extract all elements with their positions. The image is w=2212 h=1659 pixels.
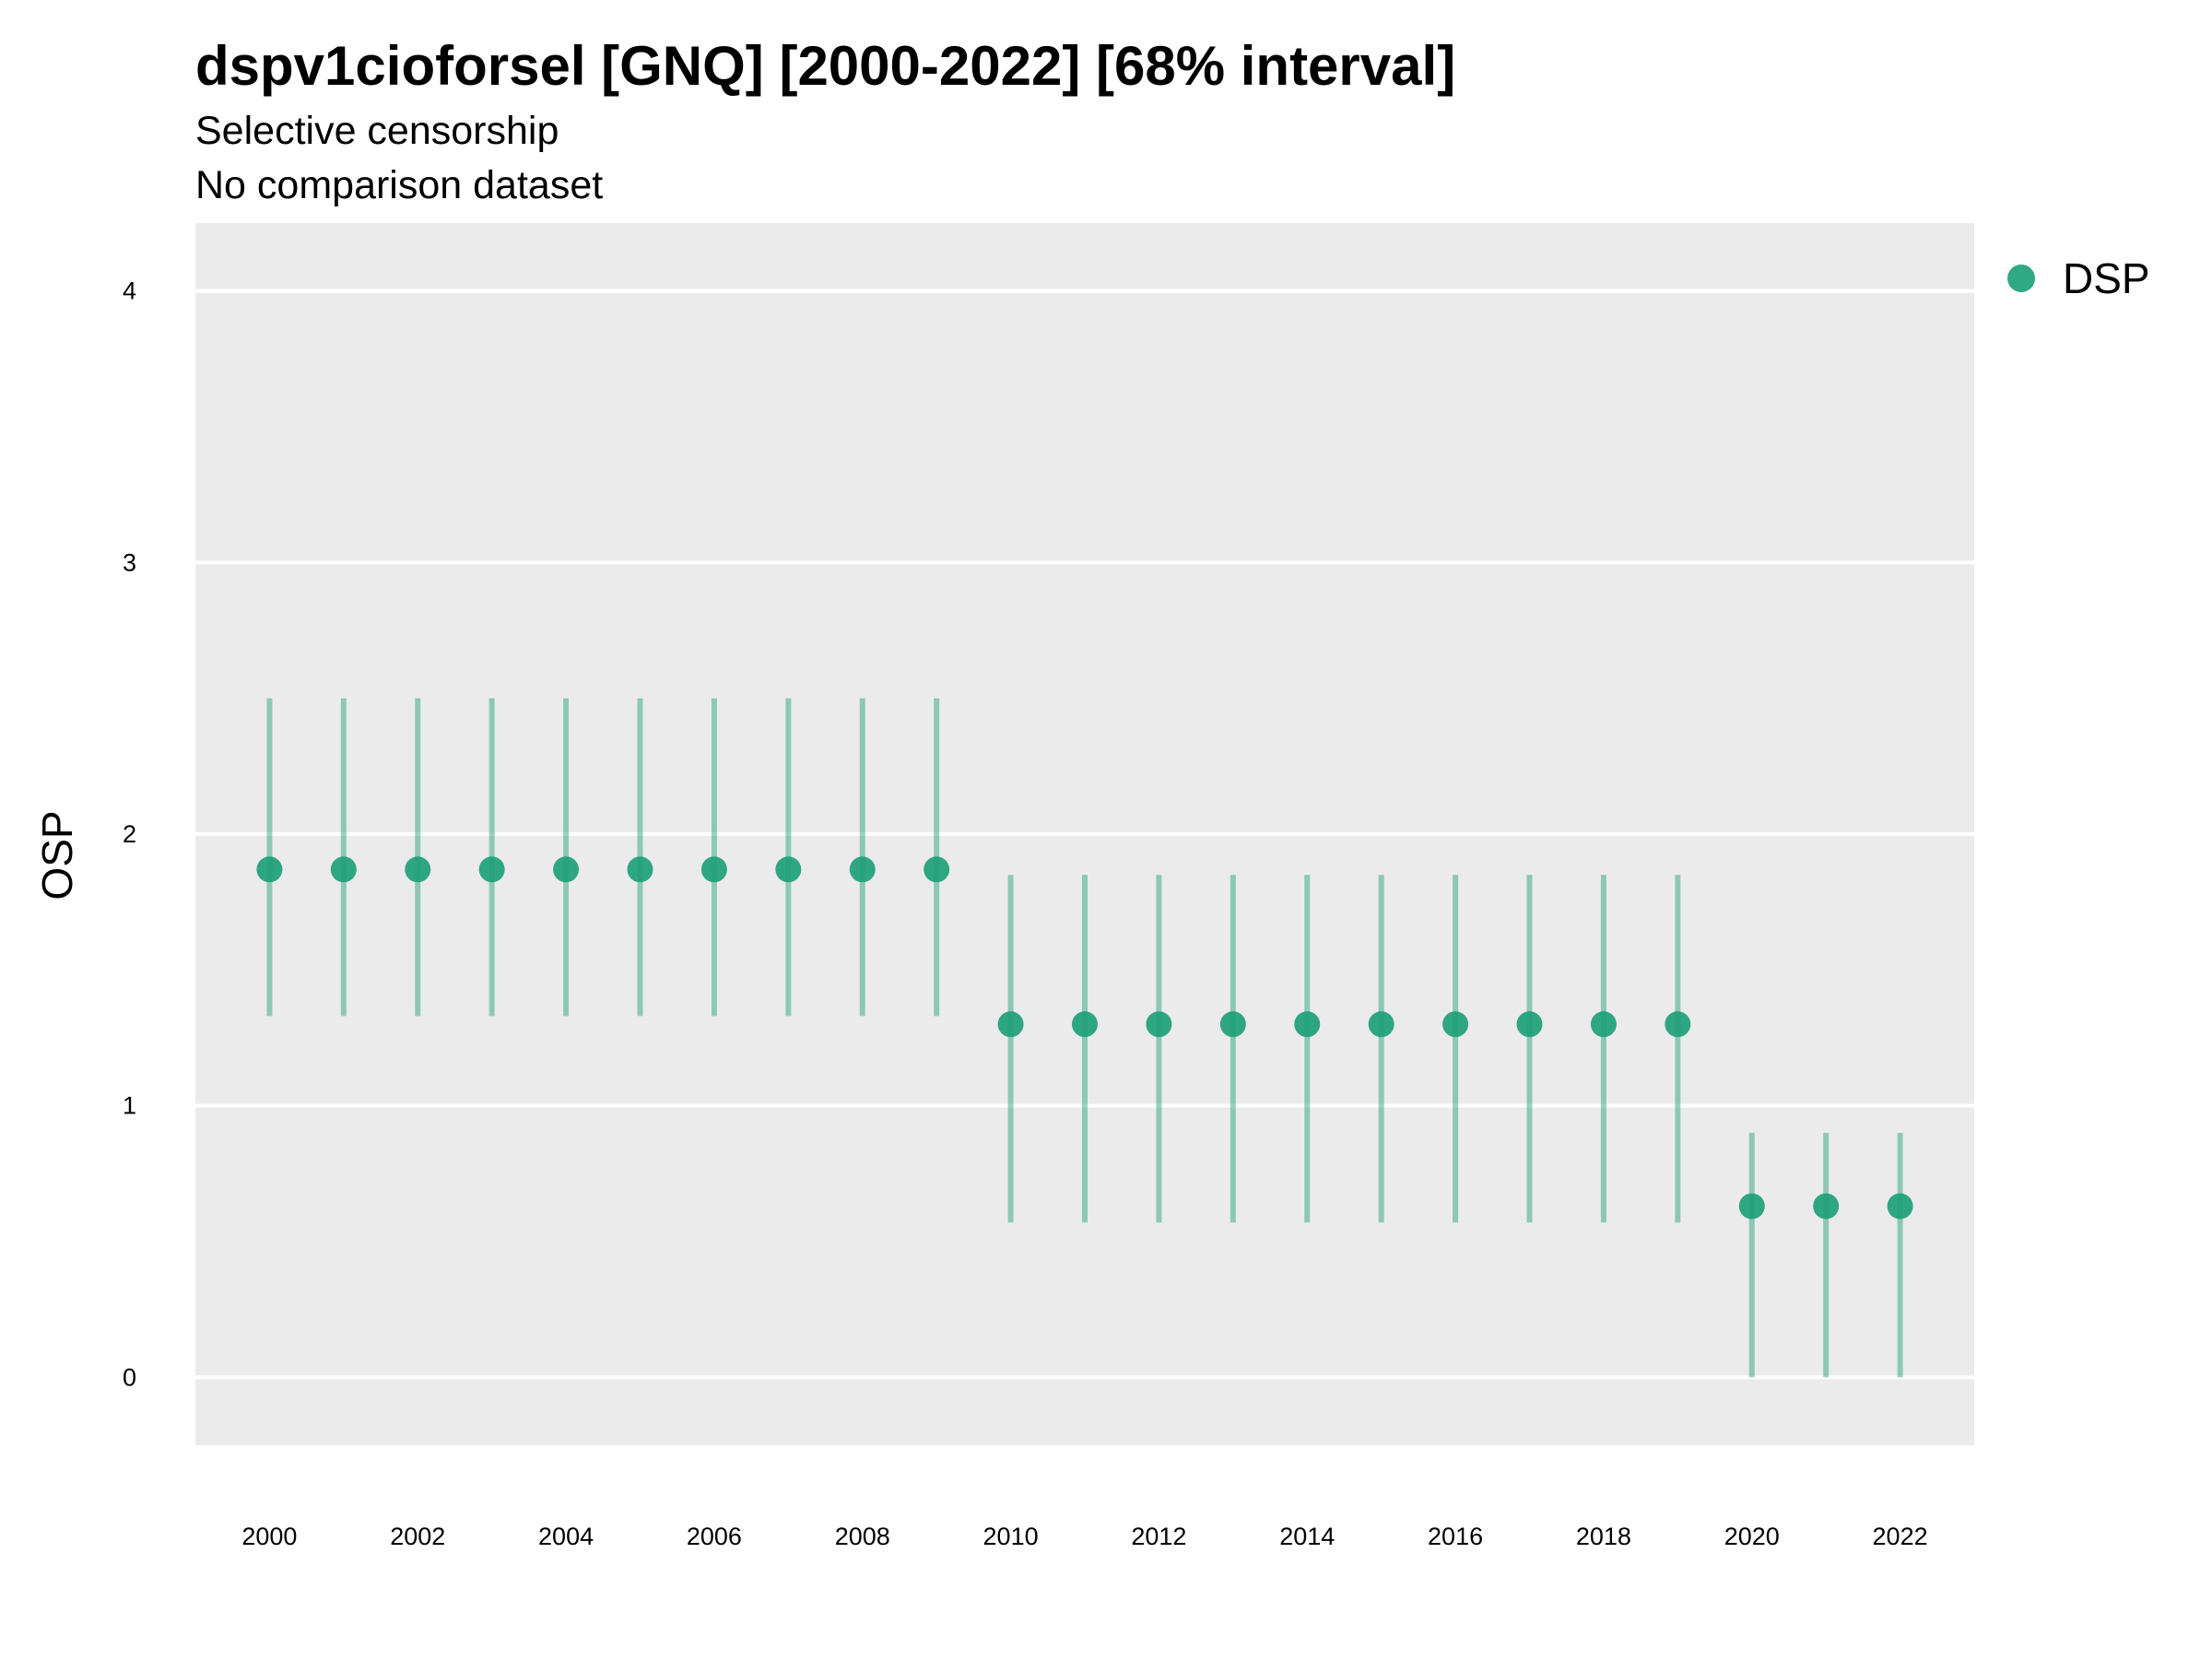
point-2004 xyxy=(553,856,580,883)
point-2006 xyxy=(700,856,727,883)
grid-lines xyxy=(195,288,1974,1380)
legend-marker-dsp xyxy=(2007,265,2035,292)
point-2003 xyxy=(478,856,505,883)
chart-title: dspv1cioforsel [GNQ] [2000-2022] [68% in… xyxy=(195,35,1455,97)
point-2005 xyxy=(627,856,653,883)
chart-subtitle-line-1: Selective censorship xyxy=(195,109,559,153)
y-axis-ticks: 0 1 2 3 4 xyxy=(123,277,136,1392)
x-tick-label-2002: 2002 xyxy=(390,1523,445,1550)
x-tick-label-2016: 2016 xyxy=(1428,1523,1483,1550)
y-tick-label-0: 0 xyxy=(123,1363,136,1391)
x-tick-label-2018: 2018 xyxy=(1576,1523,1631,1550)
point-2002 xyxy=(405,856,431,883)
y-tick-label-2: 2 xyxy=(123,820,136,848)
x-tick-label-2000: 2000 xyxy=(241,1523,297,1550)
x-tick-label-2010: 2010 xyxy=(983,1523,1039,1550)
legend: DSP xyxy=(2007,254,2150,302)
x-tick-label-2012: 2012 xyxy=(1131,1523,1186,1550)
chart-subtitle-line-2: No comparison dataset xyxy=(195,163,603,207)
point-estimates xyxy=(256,856,1913,1219)
point-2010 xyxy=(997,1011,1024,1038)
point-2015 xyxy=(1368,1011,1394,1038)
x-tick-label-2008: 2008 xyxy=(835,1523,890,1550)
point-2012 xyxy=(1146,1011,1172,1038)
x-axis-ticks: 2000 2002 2004 2006 2008 2010 2012 2014 2016 2018… xyxy=(241,1523,1927,1550)
point-2007 xyxy=(775,856,802,883)
point-2009 xyxy=(924,856,950,883)
point-2000 xyxy=(256,856,283,883)
point-2014 xyxy=(1294,1011,1321,1038)
point-2001 xyxy=(330,856,357,883)
point-2008 xyxy=(849,856,876,883)
y-axis-label: OSP xyxy=(33,810,81,900)
point-2020 xyxy=(1738,1193,1765,1219)
point-2022 xyxy=(1887,1193,1913,1219)
x-tick-label-2004: 2004 xyxy=(538,1523,594,1550)
y-tick-label-4: 4 xyxy=(123,277,136,305)
point-2013 xyxy=(1219,1011,1246,1038)
point-2011 xyxy=(1072,1011,1098,1038)
point-2017 xyxy=(1516,1011,1543,1038)
x-tick-label-2006: 2006 xyxy=(687,1523,742,1550)
legend-label-dsp: DSP xyxy=(2063,254,2150,302)
point-2021 xyxy=(1813,1193,1840,1219)
y-tick-label-1: 1 xyxy=(123,1092,136,1120)
y-tick-label-3: 3 xyxy=(123,548,136,576)
x-tick-label-2022: 2022 xyxy=(1873,1523,1928,1550)
x-tick-label-2014: 2014 xyxy=(1279,1523,1335,1550)
x-tick-label-2020: 2020 xyxy=(1724,1523,1780,1550)
point-2019 xyxy=(1665,1011,1691,1038)
point-2016 xyxy=(1442,1011,1469,1038)
point-2018 xyxy=(1590,1011,1617,1038)
